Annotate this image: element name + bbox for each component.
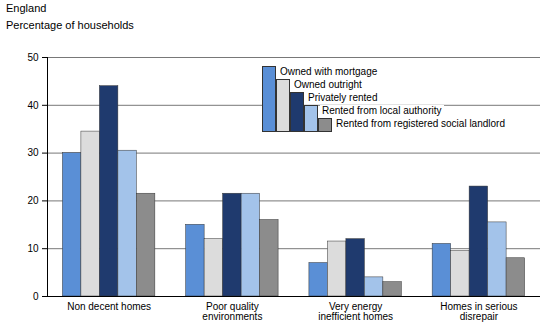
- html-text:Owned outright: Owned outright: [294, 79, 362, 90]
- html-text:Owned with mortgage: Owned with mortgage: [280, 66, 378, 77]
- html-text:Privately rented: Privately rented: [308, 92, 378, 103]
- html-text:Rented from registered social: Rented from registered social landlord: [336, 118, 505, 129]
- svg-text:10: 10: [27, 243, 39, 254]
- svg-text:20: 20: [27, 195, 39, 206]
- svg-text:50: 50: [27, 52, 39, 63]
- svg-text:Non decent homes: Non decent homes: [67, 301, 151, 312]
- html-text:England: England: [6, 2, 47, 14]
- svg-text:Poor qualityenvironments: Poor qualityenvironments: [202, 301, 262, 322]
- svg-text:0: 0: [33, 291, 39, 302]
- svg-text:Very energyinefficient homes: Very energyinefficient homes: [318, 301, 393, 322]
- svg-text:40: 40: [27, 100, 39, 111]
- svg-text:Homes in seriousdisrepair: Homes in seriousdisrepair: [440, 301, 517, 322]
- html-text:Rented from local authority: Rented from local authority: [322, 105, 442, 116]
- html-text:Percentage of households: Percentage of households: [6, 19, 134, 31]
- svg-text:30: 30: [27, 147, 39, 158]
